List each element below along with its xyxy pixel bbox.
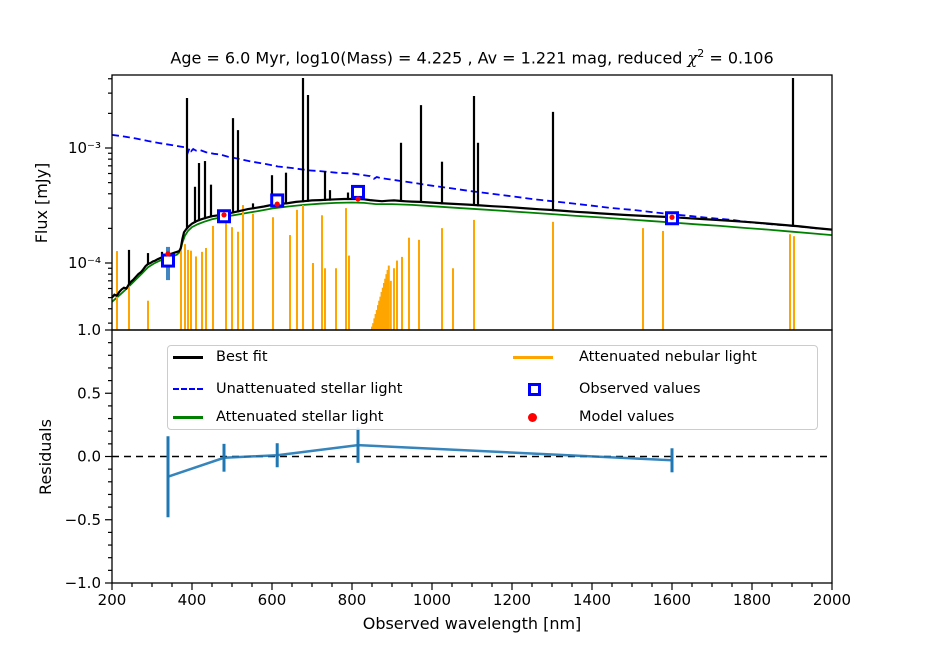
- model-value-marker: [274, 201, 280, 207]
- residuals-panel-series: [112, 427, 832, 518]
- observed-value-marker: [161, 253, 175, 268]
- legend-label: Attenuated stellar light: [216, 409, 384, 425]
- tick-label: 400: [178, 591, 207, 609]
- legend-label: Best fit: [216, 349, 268, 365]
- legend-label: Unattenuated stellar light: [216, 381, 403, 397]
- legend-item-observed: Observed values: [528, 379, 701, 399]
- residuals-axis-label: Residuals: [36, 419, 55, 495]
- unattenuated-stellar-line: [111, 134, 833, 231]
- tick-label: 1400: [573, 591, 611, 609]
- title-prefix: Age = 6.0 Myr, log10(Mass) = 4.225 , Av …: [170, 48, 688, 68]
- flux-panel-frame: [111, 74, 833, 331]
- tick-label: −1.0: [65, 574, 101, 592]
- tick-label: 10⁻³: [68, 139, 101, 157]
- tick-label: 0.0: [77, 448, 101, 466]
- legend-label: Attenuated nebular light: [579, 349, 757, 365]
- tick-label: 10⁻⁴: [68, 254, 101, 272]
- tick-label: 0.5: [77, 384, 101, 402]
- flux-panel-series: [111, 78, 833, 330]
- unattenuated-stellar-line-swatch: [173, 388, 203, 390]
- chart-title: Age = 6.0 Myr, log10(Mass) = 4.225 , Av …: [112, 47, 832, 67]
- legend-item-best-fit: Best fit: [173, 347, 268, 367]
- tick-label: −0.5: [65, 511, 101, 529]
- tick-label: 2000: [813, 591, 851, 609]
- model-value-marker: [355, 196, 361, 202]
- model-value-marker: [669, 214, 675, 220]
- best-fit-line-swatch: [173, 355, 203, 359]
- legend-item-nebular: Attenuated nebular light: [513, 347, 757, 367]
- title-suffix: = 0.106: [704, 48, 774, 68]
- legend-label: Model values: [579, 409, 675, 425]
- tick-label: 1200: [493, 591, 531, 609]
- legend-label: Observed values: [579, 381, 701, 397]
- legend-item-attenuated-stellar: Attenuated stellar light: [173, 407, 383, 427]
- observed-values-marker-swatch: [528, 382, 541, 396]
- tick-label: 1800: [733, 591, 771, 609]
- best-fit-line: [111, 197, 833, 299]
- model-value-marker: [221, 212, 227, 218]
- legend-item-model: Model values: [528, 407, 674, 427]
- tick-label: 800: [338, 591, 367, 609]
- legend-item-unattenuated-stellar: Unattenuated stellar light: [173, 379, 402, 399]
- chi-symbol: χ: [687, 48, 698, 68]
- tick-label: 1600: [653, 591, 691, 609]
- model-values-marker-swatch: [528, 412, 537, 422]
- x-axis-label: Observed wavelength [nm]: [363, 614, 582, 633]
- chi-exponent: 2: [697, 47, 705, 60]
- residuals-line: [167, 443, 673, 478]
- model-value-marker: [165, 251, 171, 257]
- attenuated-stellar-line-swatch: [173, 415, 203, 419]
- tick-label: 1000: [413, 591, 451, 609]
- legend: Best fit Unattenuated stellar light Atte…: [167, 345, 818, 430]
- tick-label: 1.0: [77, 321, 101, 339]
- tick-label: 200: [98, 591, 127, 609]
- tick-label: 600: [258, 591, 287, 609]
- flux-axis-label: Flux [mJy]: [32, 163, 51, 244]
- axes: 200 400 600 800 1000 1200 1400 1600 1800 2000 10⁻³…: [65, 74, 851, 609]
- observed-value-marker: [351, 184, 365, 199]
- nebular-line-swatch: [513, 355, 553, 359]
